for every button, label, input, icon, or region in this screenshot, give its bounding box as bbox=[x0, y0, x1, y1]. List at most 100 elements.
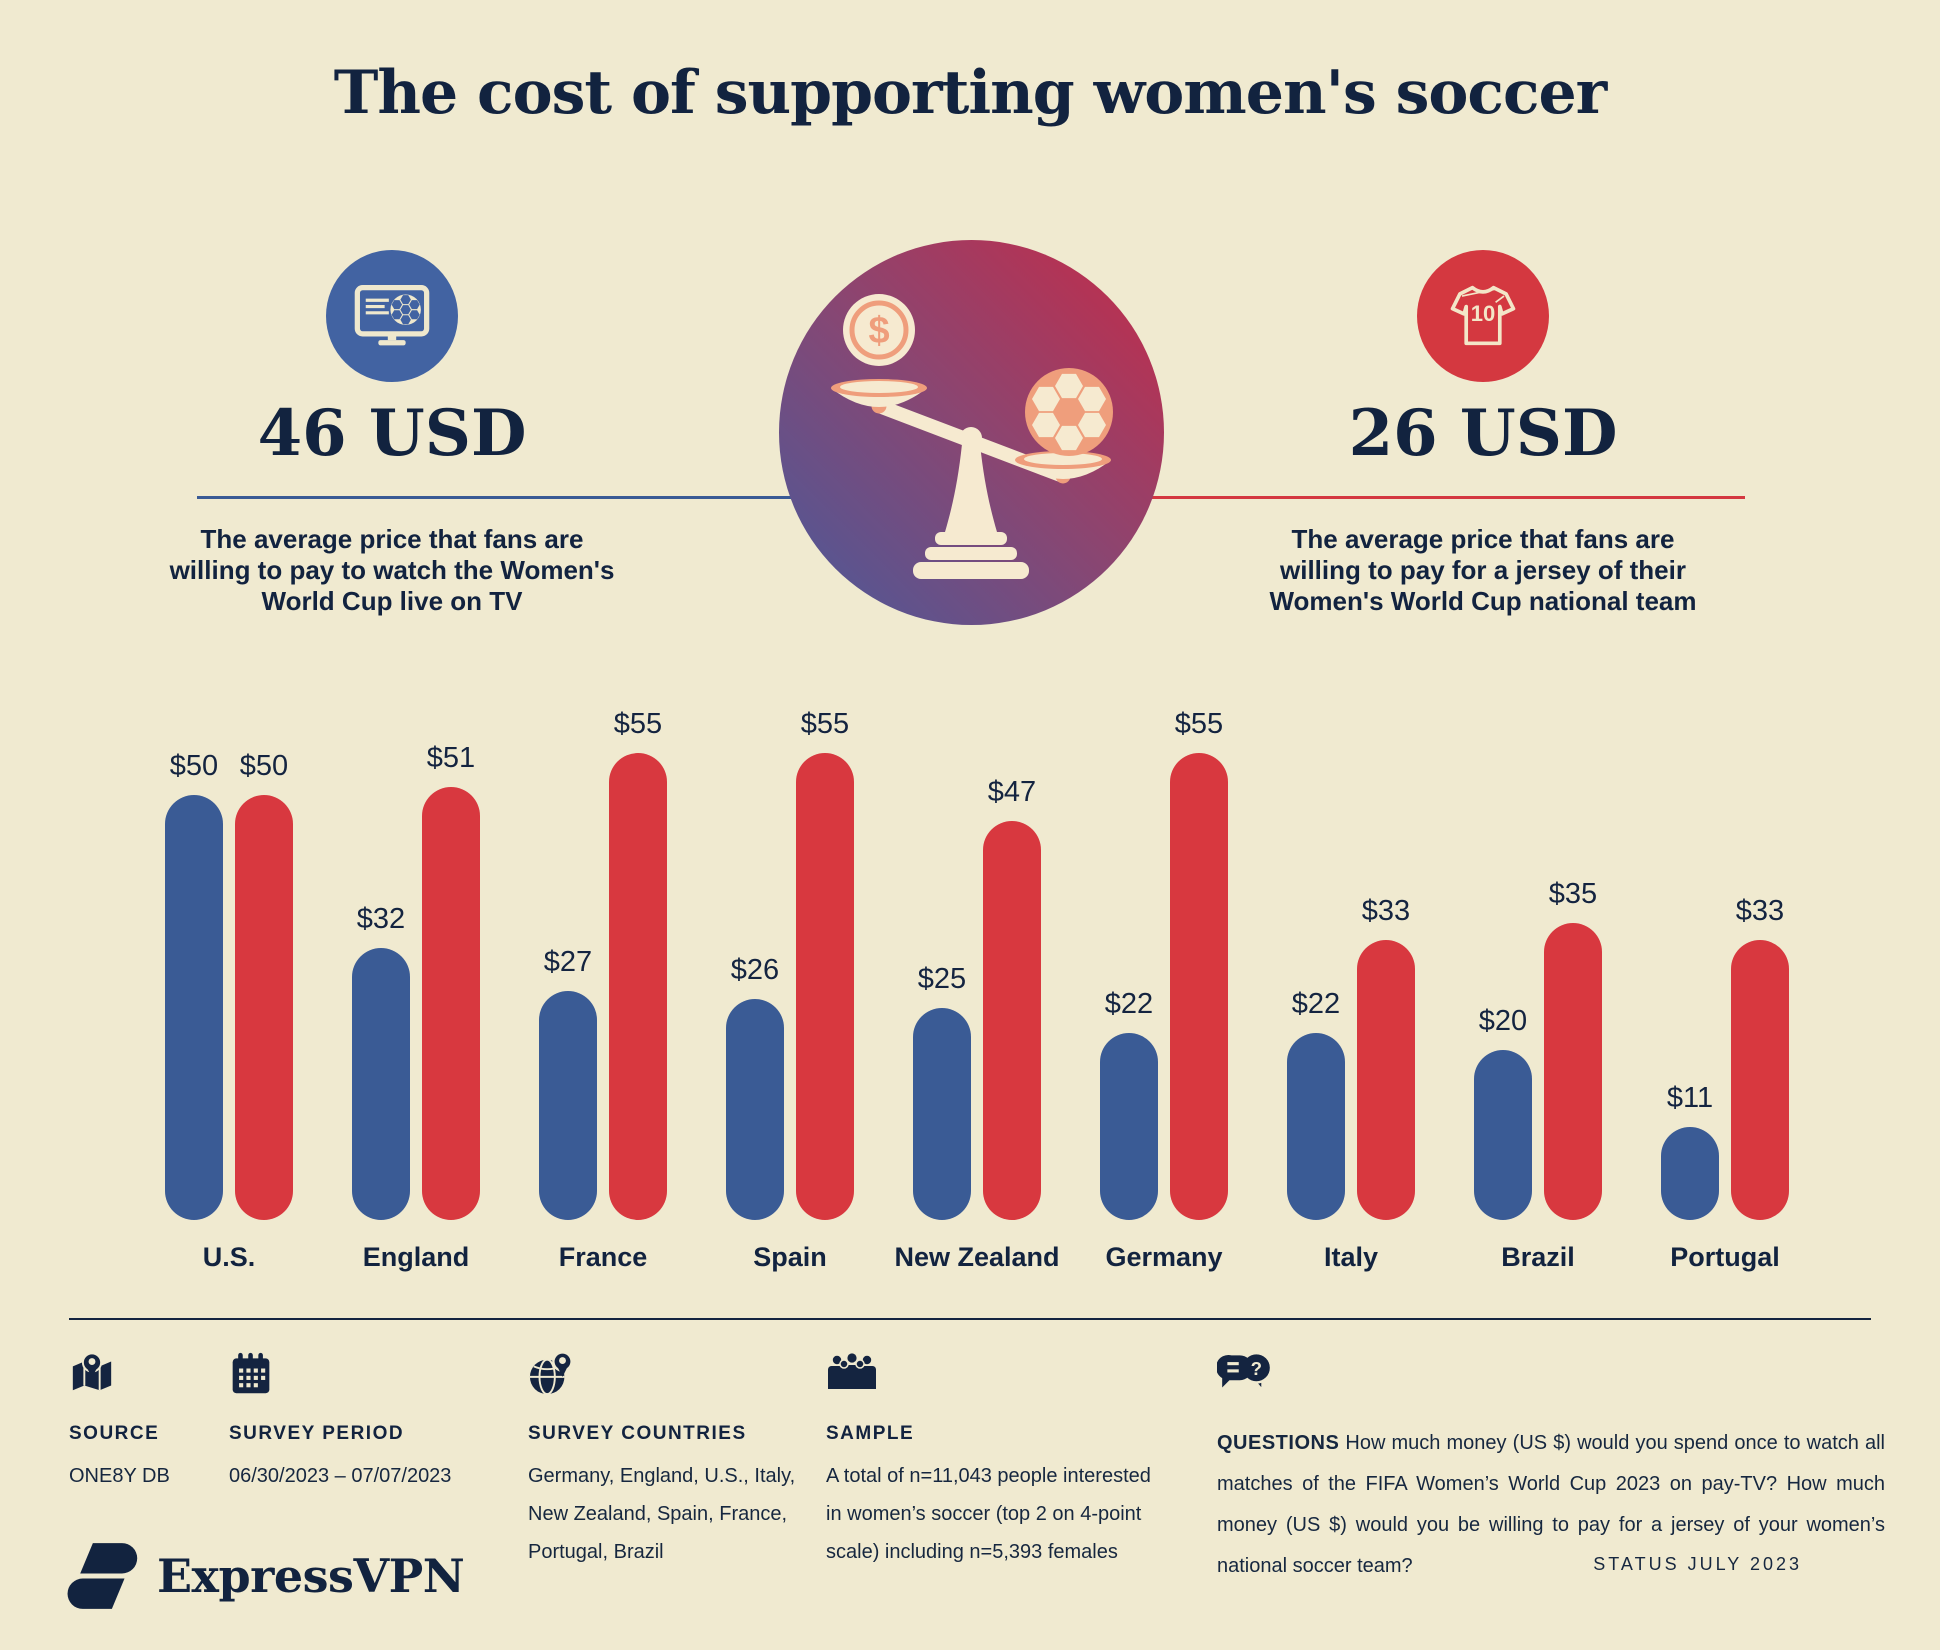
bar-value-label: $51 bbox=[426, 741, 476, 774]
bar-value-label: $22 bbox=[1291, 988, 1341, 1020]
bar-value-label: $20 bbox=[1478, 1005, 1528, 1037]
tv-stat-description: The average price that fans are willing … bbox=[169, 524, 615, 617]
chart-group: $32 $51 England bbox=[323, 680, 510, 1273]
tv-stat: 46 USD The average price that fans are w… bbox=[152, 250, 632, 618]
bar bbox=[235, 795, 293, 1220]
bar-value-label: $35 bbox=[1548, 877, 1598, 910]
bar-value-label: $50 bbox=[239, 750, 289, 782]
globe-pin-icon bbox=[529, 1351, 573, 1396]
sample-label: SAMPLE bbox=[826, 1423, 915, 1444]
category-label: Portugal bbox=[1670, 1242, 1780, 1272]
bar-pair: $22 $55 bbox=[1100, 680, 1228, 1220]
category-label: Spain bbox=[753, 1242, 827, 1272]
jersey-stat-description: The average price that fans are willing … bbox=[1269, 524, 1697, 617]
bar-value-label: $32 bbox=[356, 903, 406, 935]
expressvpn-logo-icon bbox=[67, 1543, 138, 1609]
bar bbox=[422, 786, 480, 1220]
bar bbox=[796, 752, 854, 1220]
bar-with-label: $22 bbox=[1287, 988, 1345, 1220]
bar-with-label: $11 bbox=[1661, 1082, 1719, 1220]
brand-logo: ExpressVPN bbox=[65, 1540, 465, 1612]
soccer-ball-icon bbox=[1025, 368, 1113, 456]
bar-chart: $50 $50 U.S. $32 $51 England $27 $55 France $26 $5… bbox=[0, 680, 1940, 1273]
bar-value-label: $55 bbox=[800, 707, 850, 740]
survey-period-value: 06/30/2023 – 07/07/2023 bbox=[229, 1465, 452, 1487]
footer-sample: SAMPLE A total of n=11,043 people intere… bbox=[826, 1351, 1171, 1571]
footer-divider bbox=[69, 1318, 1871, 1320]
bar-pair: $22 $33 bbox=[1287, 680, 1415, 1220]
category-label: Italy bbox=[1323, 1242, 1379, 1272]
jersey-stat-value: 26 USD bbox=[1348, 396, 1618, 471]
category-label: England bbox=[362, 1242, 470, 1272]
bar bbox=[983, 820, 1041, 1220]
svg-text:$: $ bbox=[868, 310, 889, 352]
chart-group: $22 $33 Italy bbox=[1258, 680, 1445, 1273]
bar-value-label: $26 bbox=[730, 954, 780, 986]
bar-value-label: $55 bbox=[1174, 707, 1224, 740]
footer-survey-countries: SURVEY COUNTRIES Germany, England, U.S.,… bbox=[528, 1351, 803, 1571]
source-label: SOURCE bbox=[69, 1423, 160, 1444]
bar-with-label: $55 bbox=[1170, 707, 1228, 1220]
bar-pair: $50 $50 bbox=[165, 680, 293, 1220]
bar-with-label: $50 bbox=[235, 750, 293, 1220]
chart-group: $26 $55 Spain bbox=[697, 680, 884, 1273]
footer-source: SOURCE ONE8Y DB bbox=[69, 1351, 219, 1495]
bar-pair: $25 $47 bbox=[913, 680, 1041, 1220]
bar bbox=[1357, 939, 1415, 1220]
footer-questions: ? QUESTIONS How much money (US $) would … bbox=[1217, 1351, 1885, 1587]
bar-with-label: $22 bbox=[1100, 988, 1158, 1220]
svg-text:?: ? bbox=[1251, 1358, 1262, 1379]
people-icon bbox=[828, 1353, 876, 1389]
calendar-icon bbox=[232, 1352, 270, 1394]
sample-value: A total of n=11,043 people interested in… bbox=[826, 1465, 1151, 1563]
bar-with-label: $55 bbox=[796, 707, 854, 1220]
bar-value-label: $33 bbox=[1361, 894, 1411, 927]
tv-stat-value: 46 USD bbox=[257, 396, 527, 471]
bar-with-label: $33 bbox=[1357, 894, 1415, 1220]
source-value: ONE8Y DB bbox=[69, 1465, 170, 1487]
bar-value-label: $22 bbox=[1104, 988, 1154, 1020]
jersey-divider-line bbox=[971, 496, 1745, 499]
bar-with-label: $50 bbox=[165, 750, 223, 1220]
bar bbox=[352, 948, 410, 1220]
survey-period-label: SURVEY PERIOD bbox=[229, 1423, 405, 1444]
questions-value: How much money (US $) would you spend on… bbox=[1217, 1432, 1886, 1577]
bar bbox=[609, 752, 667, 1220]
jersey-stat: 10 26 USD The average price that fans ar… bbox=[1243, 250, 1723, 618]
bar-pair: $26 $55 bbox=[726, 680, 854, 1220]
chart-group: $27 $55 France bbox=[510, 680, 697, 1273]
dollar-coin-icon: $ bbox=[843, 294, 915, 366]
bar bbox=[1661, 1126, 1719, 1220]
category-label: Germany bbox=[1105, 1242, 1223, 1272]
questions-label: QUESTIONS bbox=[1217, 1432, 1340, 1454]
hero-circle: $ bbox=[779, 240, 1164, 625]
jersey-icon: 10 bbox=[1450, 285, 1516, 346]
bar-pair: $27 $55 bbox=[539, 680, 667, 1220]
bar bbox=[1544, 922, 1602, 1220]
bar-value-label: $33 bbox=[1735, 894, 1785, 927]
bar bbox=[726, 999, 784, 1220]
chart-group: $50 $50 U.S. bbox=[136, 680, 323, 1273]
chart-group: $22 $55 Germany bbox=[1071, 680, 1258, 1273]
bar-with-label: $47 bbox=[983, 775, 1041, 1220]
page-title: The cost of supporting women's soccer bbox=[333, 58, 1608, 128]
bar-pair: $20 $35 bbox=[1474, 680, 1602, 1220]
bar-with-label: $51 bbox=[422, 741, 480, 1220]
bar bbox=[913, 1007, 971, 1220]
bar-with-label: $27 bbox=[539, 945, 597, 1220]
map-pin-icon bbox=[72, 1352, 112, 1391]
tv-divider-line bbox=[197, 496, 971, 499]
bar-value-label: $27 bbox=[543, 945, 593, 978]
category-label: New Zealand bbox=[894, 1242, 1060, 1272]
bar-pair: $11 $33 bbox=[1661, 680, 1789, 1220]
bar bbox=[1731, 939, 1789, 1220]
bar-value-label: $47 bbox=[987, 775, 1037, 808]
bar bbox=[1100, 1033, 1158, 1220]
svg-text:10: 10 bbox=[1471, 301, 1496, 326]
jersey-icon-circle: 10 bbox=[1417, 250, 1549, 382]
bar-value-label: $50 bbox=[169, 750, 219, 782]
bar bbox=[1287, 1033, 1345, 1220]
bar-with-label: $20 bbox=[1474, 1005, 1532, 1220]
bar-with-label: $55 bbox=[609, 708, 667, 1220]
